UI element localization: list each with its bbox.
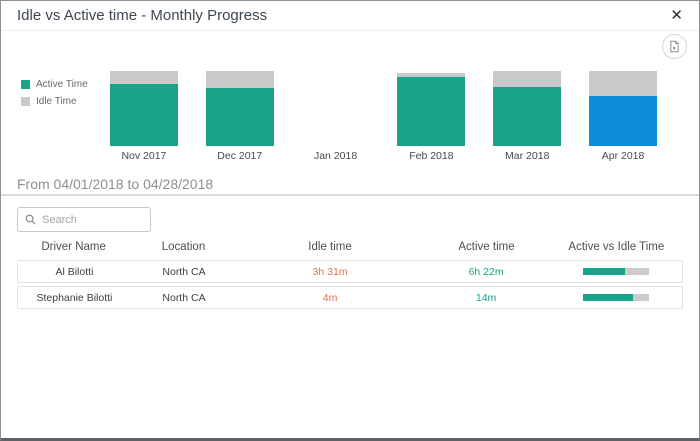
stacked-bar[interactable] (109, 71, 178, 146)
chart-slot-nov-2017: Nov 2017 (96, 71, 192, 165)
idle-segment (493, 71, 562, 87)
idle-segment (589, 71, 658, 96)
date-range-label: From 04/01/2018 to 04/28/2018 (17, 176, 214, 192)
stacked-bar[interactable] (493, 71, 562, 146)
chart-slot-apr-2018: Apr 2018 (575, 71, 671, 165)
cell-active-time: 6h 22m (468, 265, 504, 278)
column-header-1: Location (161, 241, 206, 253)
cell-driver-name: Stephanie Bilotti (36, 291, 113, 304)
section-divider (1, 194, 699, 196)
bar-category-label: Dec 2017 (217, 150, 263, 162)
idle-segment (397, 73, 466, 77)
column-header-0: Driver Name (41, 241, 106, 253)
search-icon (25, 214, 36, 225)
stacked-bar-chart[interactable]: Nov 2017 Dec 2017 Jan 2018 Feb 2018 Mar 2018… (96, 71, 671, 165)
column-header-4: Active vs Idle Time (568, 241, 665, 253)
stacked-bar[interactable] (205, 71, 274, 146)
meter-fill (582, 294, 633, 302)
column-header-3: Active time (458, 241, 515, 253)
table-row[interactable]: Al Bilotti North CA 3h 31m 6h 22m (17, 260, 683, 283)
idle-segment (205, 71, 274, 88)
column-header-2: Idle time (308, 241, 352, 253)
bar-category-label: Mar 2018 (505, 150, 550, 162)
cell-active-vs-idle (549, 292, 682, 304)
chart-slot-jan-2018: Jan 2018 (288, 71, 384, 165)
active-vs-idle-meter (582, 294, 649, 302)
cell-location: North CA (162, 265, 206, 278)
bar-zone (383, 71, 479, 146)
cell-idle-time: 4m (322, 291, 338, 304)
table-header-row: Driver Name Location Idle time Active time A… (17, 241, 683, 253)
active-vs-idle-meter (582, 268, 649, 276)
stacked-bar[interactable] (397, 73, 466, 146)
legend-swatch-icon (21, 80, 30, 89)
legend-swatch-icon (21, 97, 30, 106)
legend-item-1: Idle Time (21, 96, 88, 107)
dialog-header: Idle vs Active time - Monthly Progress ✕ (1, 1, 699, 31)
bar-zone (288, 71, 384, 146)
dialog-title: Idle vs Active time - Monthly Progress (17, 7, 268, 24)
cell-active-time: 14m (475, 291, 497, 304)
export-image-icon (668, 40, 681, 53)
stacked-bar[interactable] (589, 71, 658, 146)
bar-zone (479, 71, 575, 146)
active-segment (493, 87, 562, 146)
export-chart-button[interactable] (662, 34, 687, 59)
legend-label: Active Time (36, 79, 88, 90)
chart-slot-mar-2018: Mar 2018 (479, 71, 575, 165)
legend-item-0: Active Time (21, 79, 88, 90)
search-input[interactable] (42, 213, 143, 226)
table-row[interactable]: Stephanie Bilotti North CA 4m 14m (17, 286, 683, 309)
drivers-table: Driver Name Location Idle time Active time A… (17, 241, 683, 312)
cell-idle-time: 3h 31m (312, 265, 348, 278)
chart-legend: Active Time Idle Time (21, 79, 88, 113)
active-segment (205, 88, 274, 146)
chart-slot-feb-2018: Feb 2018 (383, 71, 479, 165)
close-icon[interactable]: ✕ (670, 7, 683, 24)
active-segment (109, 84, 178, 146)
chart-slot-dec-2017: Dec 2017 (192, 71, 288, 165)
bar-category-label: Apr 2018 (601, 150, 645, 162)
idle-segment (109, 71, 178, 84)
cell-active-vs-idle (549, 266, 682, 278)
bar-zone (192, 71, 288, 146)
bar-zone (96, 71, 192, 146)
bar-zone (575, 71, 671, 146)
table-body: Al Bilotti North CA 3h 31m 6h 22m Stephanie … (17, 260, 683, 309)
search-box[interactable] (17, 207, 151, 232)
active-segment (589, 96, 658, 146)
cell-driver-name: Al Bilotti (55, 265, 94, 278)
active-segment (397, 77, 466, 146)
bar-category-label: Jan 2018 (313, 150, 358, 162)
bar-category-label: Feb 2018 (409, 150, 454, 162)
cell-location: North CA (162, 291, 206, 304)
bar-category-label: Nov 2017 (121, 150, 167, 162)
legend-label: Idle Time (36, 96, 77, 107)
meter-fill (582, 268, 625, 276)
